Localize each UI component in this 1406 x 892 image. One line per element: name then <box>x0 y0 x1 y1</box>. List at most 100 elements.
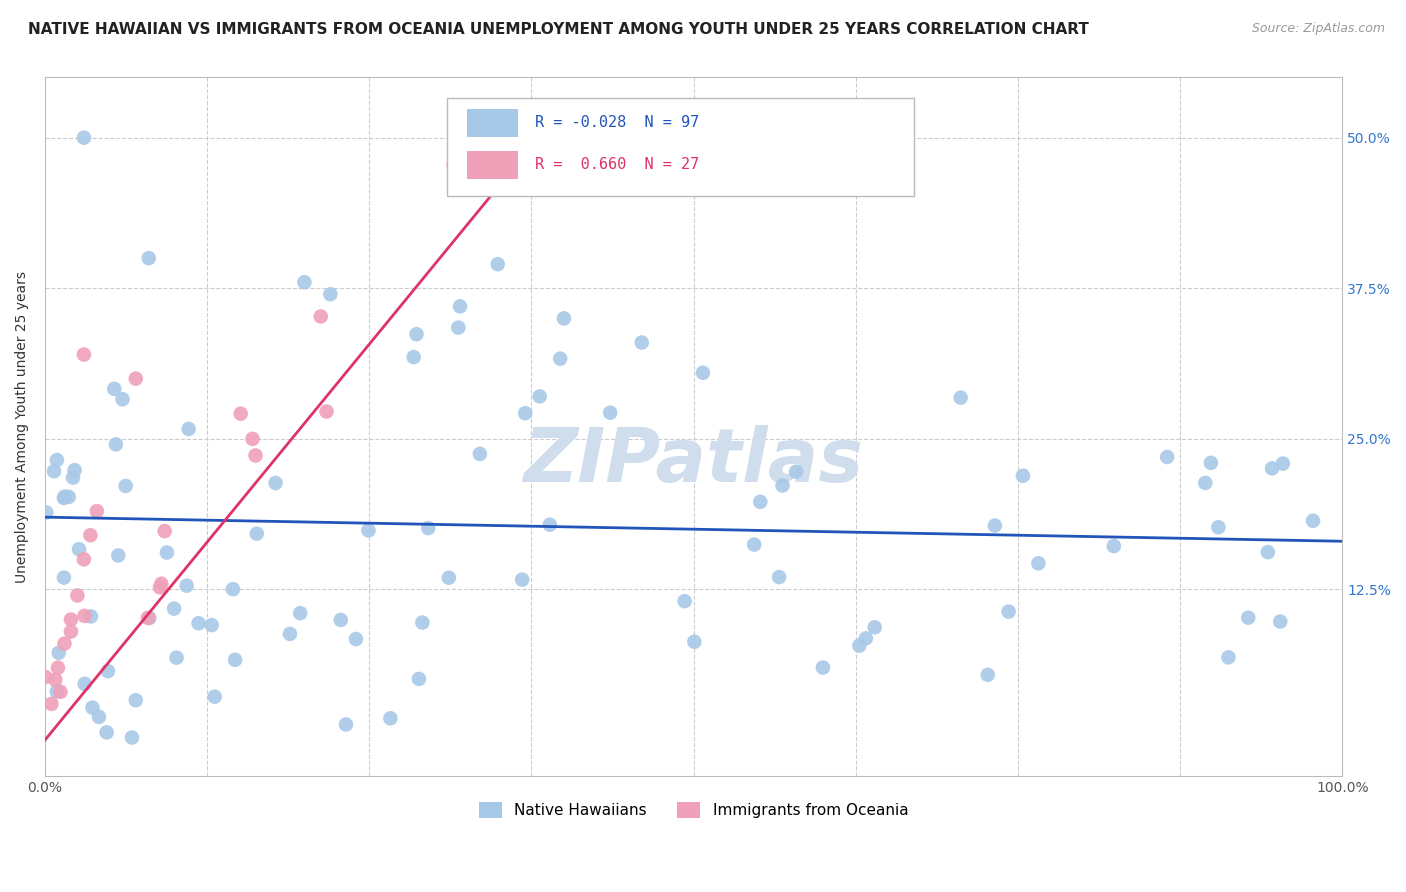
Point <box>785 465 807 479</box>
Point <box>1194 475 1216 490</box>
Point <box>319 287 342 301</box>
Y-axis label: Unemployment Among Youth under 25 years: Unemployment Among Youth under 25 years <box>15 271 30 582</box>
Point <box>443 153 465 167</box>
Point <box>863 620 886 634</box>
Point <box>673 594 696 608</box>
Point <box>315 404 337 418</box>
Point <box>1012 468 1035 483</box>
Point <box>848 639 870 653</box>
Point <box>245 449 267 463</box>
Point <box>45 684 67 698</box>
Point <box>468 182 491 196</box>
Text: R =  0.660  N = 27: R = 0.660 N = 27 <box>536 157 700 172</box>
Point <box>1271 457 1294 471</box>
Point <box>58 490 80 504</box>
Text: R = -0.028  N = 97: R = -0.028 N = 97 <box>536 115 700 130</box>
Point <box>204 690 226 704</box>
Point <box>86 504 108 518</box>
Point <box>125 693 148 707</box>
Point <box>163 601 186 615</box>
Point <box>52 571 75 585</box>
FancyBboxPatch shape <box>467 151 519 178</box>
Point <box>246 526 269 541</box>
Point <box>768 570 790 584</box>
Point <box>1261 461 1284 475</box>
Point <box>111 392 134 407</box>
Point <box>42 464 65 478</box>
FancyBboxPatch shape <box>467 109 519 136</box>
Text: NATIVE HAWAIIAN VS IMMIGRANTS FROM OCEANIA UNEMPLOYMENT AMONG YOUTH UNDER 25 YEA: NATIVE HAWAIIAN VS IMMIGRANTS FROM OCEAN… <box>28 22 1090 37</box>
Point <box>984 518 1007 533</box>
Point <box>80 609 103 624</box>
Point <box>107 549 129 563</box>
Point <box>73 552 96 566</box>
Point <box>443 158 465 172</box>
Point <box>468 447 491 461</box>
Point <box>73 677 96 691</box>
Point <box>515 406 537 420</box>
Point <box>138 611 160 625</box>
Point <box>548 351 571 366</box>
Point <box>529 389 551 403</box>
Point <box>949 391 972 405</box>
Point <box>201 618 224 632</box>
Point <box>138 251 160 265</box>
Text: Source: ZipAtlas.com: Source: ZipAtlas.com <box>1251 22 1385 36</box>
Point <box>63 463 86 477</box>
Point <box>599 406 621 420</box>
Point <box>538 517 561 532</box>
Point <box>630 335 652 350</box>
Point <box>125 371 148 385</box>
Point <box>411 615 433 630</box>
Point <box>48 646 70 660</box>
Point <box>1257 545 1279 559</box>
Point <box>224 653 246 667</box>
Point <box>1199 456 1222 470</box>
Point <box>59 624 82 639</box>
Point <box>1270 615 1292 629</box>
Text: ZIPatlas: ZIPatlas <box>523 425 863 499</box>
Point <box>402 350 425 364</box>
Point <box>1237 610 1260 624</box>
Point <box>59 613 82 627</box>
Point <box>114 479 136 493</box>
Point <box>309 310 332 324</box>
Point <box>692 366 714 380</box>
Point <box>1102 539 1125 553</box>
Point <box>44 673 66 687</box>
FancyBboxPatch shape <box>447 98 914 196</box>
Point <box>486 257 509 271</box>
Point <box>335 717 357 731</box>
Point <box>79 528 101 542</box>
Point <box>41 697 63 711</box>
Point <box>49 685 72 699</box>
Point <box>222 582 245 597</box>
Point <box>1028 557 1050 571</box>
Point <box>357 524 380 538</box>
Point <box>136 611 159 625</box>
Point <box>156 545 179 559</box>
Point <box>149 580 172 594</box>
Point <box>264 475 287 490</box>
Point <box>742 537 765 551</box>
Point <box>153 524 176 538</box>
Point <box>34 670 56 684</box>
Point <box>242 432 264 446</box>
Point <box>408 672 430 686</box>
Point <box>53 490 76 504</box>
Point <box>437 571 460 585</box>
Point <box>96 725 118 739</box>
Point <box>683 634 706 648</box>
Point <box>62 470 84 484</box>
Point <box>344 632 367 646</box>
Point <box>749 495 772 509</box>
Point <box>405 327 427 342</box>
Point <box>1218 650 1240 665</box>
Point <box>73 608 96 623</box>
Point <box>53 637 76 651</box>
Point <box>73 347 96 361</box>
Point <box>176 579 198 593</box>
Point <box>45 453 67 467</box>
Point <box>46 661 69 675</box>
Point <box>329 613 352 627</box>
